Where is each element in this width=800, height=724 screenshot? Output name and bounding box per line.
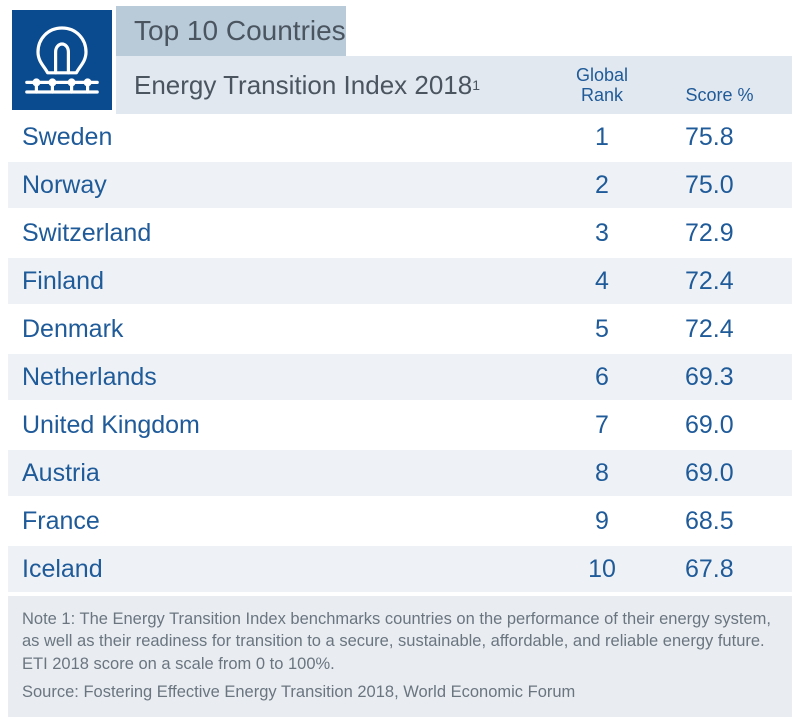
title-line2: Energy Transition Index 20181 [116, 56, 547, 114]
col-header-score: Score % [657, 85, 792, 106]
infographic-container: Top 10 Countries Energy Transition Index… [0, 0, 800, 723]
cell-score: 69.0 [657, 459, 792, 488]
cell-rank: 5 [547, 315, 657, 344]
cell-country: Netherlands [8, 363, 547, 392]
table-row: United Kingdom769.0 [8, 402, 792, 450]
cell-score: 75.0 [657, 171, 792, 200]
cell-rank: 7 [547, 411, 657, 440]
cell-score: 72.9 [657, 219, 792, 248]
cell-country: France [8, 507, 547, 536]
footer-source: Source: Fostering Effective Energy Trans… [22, 681, 778, 703]
table-row: Finland472.4 [8, 258, 792, 306]
cell-rank: 10 [547, 555, 657, 584]
cell-score: 72.4 [657, 315, 792, 344]
cell-rank: 9 [547, 507, 657, 536]
cell-rank: 4 [547, 267, 657, 296]
table-row: Denmark572.4 [8, 306, 792, 354]
table-row: Norway275.0 [8, 162, 792, 210]
cell-country: Iceland [8, 555, 547, 584]
cell-rank: 3 [547, 219, 657, 248]
cell-rank: 6 [547, 363, 657, 392]
col-header-rank-l2: Rank [581, 85, 623, 105]
cell-country: United Kingdom [8, 411, 547, 440]
title-line2-sup: 1 [472, 77, 480, 93]
cell-country: Austria [8, 459, 547, 488]
cell-score: 68.5 [657, 507, 792, 536]
cell-score: 75.8 [657, 123, 792, 152]
table-body: Sweden175.8Norway275.0Switzerland372.9Fi… [8, 114, 792, 594]
cell-rank: 8 [547, 459, 657, 488]
cell-country: Sweden [8, 123, 547, 152]
cell-score: 69.0 [657, 411, 792, 440]
header-row-sub: Energy Transition Index 20181 Global Ran… [8, 56, 792, 114]
footer-note: Note 1: The Energy Transition Index benc… [22, 608, 778, 675]
table-row: Austria869.0 [8, 450, 792, 498]
cell-country: Norway [8, 171, 547, 200]
table-row: Iceland1067.8 [8, 546, 792, 594]
column-headers: Global Rank Score % [547, 56, 792, 114]
col-header-rank: Global Rank [547, 66, 657, 106]
cell-rank: 1 [547, 123, 657, 152]
footer-block: Note 1: The Energy Transition Index benc… [8, 596, 792, 717]
table-row: Switzerland372.9 [8, 210, 792, 258]
header-row-top: Top 10 Countries [8, 6, 792, 56]
cell-rank: 2 [547, 171, 657, 200]
col-header-rank-l1: Global [576, 65, 628, 85]
lightbulb-icon [8, 6, 116, 114]
cell-score: 69.3 [657, 363, 792, 392]
title-line1: Top 10 Countries [116, 6, 346, 56]
table-row: France968.5 [8, 498, 792, 546]
table-row: Netherlands669.3 [8, 354, 792, 402]
table-row: Sweden175.8 [8, 114, 792, 162]
cell-score: 67.8 [657, 555, 792, 584]
cell-country: Switzerland [8, 219, 547, 248]
cell-country: Denmark [8, 315, 547, 344]
title-line2-text: Energy Transition Index 2018 [134, 70, 472, 101]
cell-country: Finland [8, 267, 547, 296]
cell-score: 72.4 [657, 267, 792, 296]
